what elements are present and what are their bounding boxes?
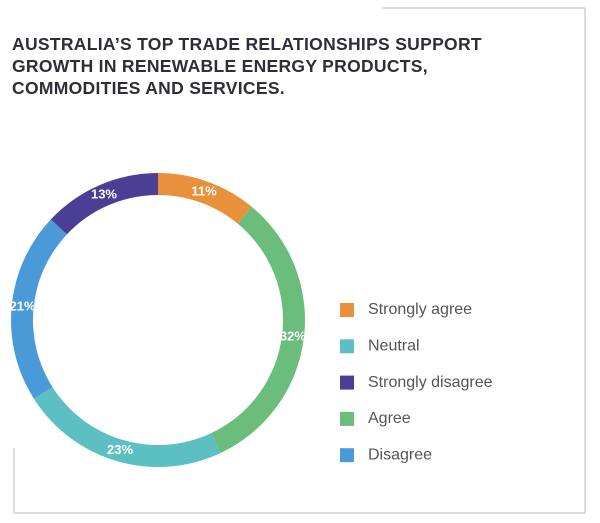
slice xyxy=(158,173,252,224)
data-label: 13% xyxy=(91,187,117,202)
slice xyxy=(211,206,305,454)
legend-swatch xyxy=(340,448,354,463)
legend-label: Strongly disagree xyxy=(368,374,493,391)
legend-label: Neutral xyxy=(368,338,420,355)
legend-swatch xyxy=(340,411,354,426)
legend-swatch xyxy=(340,375,354,390)
legend-label: Agree xyxy=(368,410,411,427)
data-label: 32% xyxy=(280,328,306,343)
data-label: 11% xyxy=(191,183,217,198)
legend-label: Disagree xyxy=(368,446,432,463)
legend-swatch xyxy=(340,303,354,317)
slice xyxy=(10,219,67,399)
legend-label: Strongly agree xyxy=(368,301,472,318)
legend-swatch xyxy=(340,339,354,354)
data-label: 21% xyxy=(10,299,36,314)
chart-title: AUSTRALIA’S TOP TRADE RELATIONSHIPS SUPP… xyxy=(12,34,482,98)
data-label: 23% xyxy=(107,442,133,457)
slice xyxy=(33,386,221,468)
slice xyxy=(50,173,158,235)
